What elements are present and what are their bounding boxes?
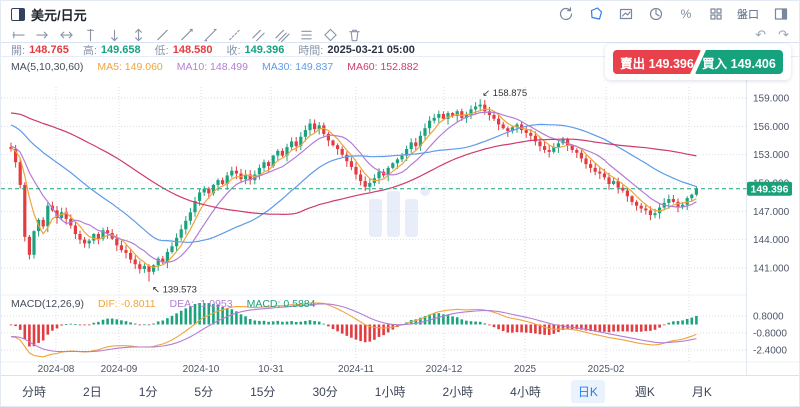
ma-legend-item: MA30: 149.837: [261, 61, 334, 73]
time-value: 2025-03-21 05:00: [327, 43, 415, 56]
h-segment-icon[interactable]: [11, 28, 26, 42]
low-label: 低:: [154, 44, 169, 57]
timeframe-30分[interactable]: 30分: [312, 384, 338, 399]
sell-button[interactable]: 賣出 149.396: [613, 50, 701, 74]
open-label: 開:: [11, 44, 26, 57]
x-axis-label: 10-31: [258, 364, 284, 375]
pattern-brush-icon[interactable]: [299, 28, 314, 42]
timeframe-4小時[interactable]: 4小時: [510, 384, 541, 399]
draw-polygon-icon[interactable]: [587, 6, 604, 23]
svg-text:-0.8000: -0.8000: [753, 328, 787, 339]
x-axis-label: 2024-11: [338, 364, 374, 375]
ma-legend: MA(5,10,30,60) MA5: 149.060 MA10: 148.499…: [11, 61, 418, 73]
countdown-icon[interactable]: [647, 6, 664, 23]
instrument-icon: [11, 7, 25, 21]
buy-button[interactable]: 買入 149.406: [695, 50, 783, 74]
timeframe-分時[interactable]: 分時: [22, 384, 47, 399]
ohlc-info-bar: 開: 148.765 高: 149.658 低: 148.580 收: 149.…: [1, 42, 799, 57]
extended-line-icon[interactable]: [203, 28, 218, 42]
v-segment-icon[interactable]: [83, 28, 98, 42]
h-arrow-icon[interactable]: [35, 28, 50, 42]
x-axis-label: 2024-10: [183, 364, 220, 375]
timeframe-bar: 分時 2日 1分 5分 15分 30分 1小時 2小時 4小時 日K 週K 月K: [1, 375, 799, 406]
dotted-trend-icon[interactable]: [227, 28, 242, 42]
macd-legend-item: MACD: 0.5884: [246, 298, 316, 310]
drawing-toolbar: ↶ ↷: [1, 27, 799, 42]
side-panel-icon[interactable]: [772, 6, 789, 23]
drawing-tools: [11, 28, 362, 42]
ma-legend-title: MA(5,10,30,60): [11, 61, 84, 73]
svg-text:%: %: [680, 7, 691, 21]
timeframe-1分[interactable]: 1分: [138, 384, 158, 399]
ray-line-icon[interactable]: [179, 28, 194, 42]
parallel-channel-icon[interactable]: [275, 28, 290, 42]
ma-legend-item: MA10: 148.499: [176, 61, 248, 73]
h-double-arrow-icon[interactable]: [59, 28, 74, 42]
current-price-badge: 149.396: [751, 184, 789, 196]
svg-text:-2.4000: -2.4000: [753, 345, 787, 356]
svg-text:156.000: 156.000: [753, 122, 790, 133]
time-label: 時間:: [298, 44, 324, 57]
top-bar: 美元/日元 % 盤口: [1, 1, 799, 27]
svg-text:153.000: 153.000: [753, 150, 790, 161]
high-label: 高:: [82, 44, 97, 57]
low-value: 148.580: [172, 43, 213, 56]
multi-chart-icon[interactable]: [707, 6, 724, 23]
x-axis-label: 2025: [514, 364, 537, 375]
ma-legend-item: MA5: 149.060: [97, 61, 163, 73]
svg-text:147.000: 147.000: [753, 207, 790, 218]
redo-icon[interactable]: ↷: [778, 27, 789, 42]
timeframe-日K[interactable]: 日K: [570, 379, 605, 403]
low-annotation: ↖ 139.573: [152, 284, 197, 295]
top-icon-group: % 盤口: [557, 6, 789, 23]
timeframe-15分[interactable]: 15分: [250, 384, 276, 399]
macd-legend-title: MACD(12,26,9): [11, 298, 84, 310]
timeframe-5分[interactable]: 5分: [194, 384, 214, 399]
high-value: 149.658: [100, 43, 141, 56]
svg-text:159.000: 159.000: [753, 94, 790, 105]
open-value: 148.765: [29, 43, 69, 56]
close-value: 149.396: [244, 43, 285, 56]
trash-icon[interactable]: [347, 28, 362, 42]
x-axis-label: 2024-09: [101, 364, 138, 375]
macd-legend-item: DIF: -0.8011: [97, 298, 156, 310]
timeframe-2小時[interactable]: 2小時: [442, 384, 474, 399]
macd-legend: MACD(12,26,9) DIF: -0.8011 DEA: -1.0953 MA…: [11, 298, 315, 310]
v-arrow-icon[interactable]: [107, 28, 122, 42]
v-double-arrow-icon[interactable]: [131, 28, 146, 42]
trade-panel: 賣出 149.396 買入 149.406: [605, 44, 791, 80]
svg-text:141.000: 141.000: [753, 264, 790, 275]
svg-text:144.000: 144.000: [753, 235, 790, 246]
macd-legend-items: DIF: -0.8011 DEA: -1.0953 MACD: 0.5884: [98, 298, 316, 310]
eraser-icon[interactable]: [323, 28, 338, 42]
timeframe-月K[interactable]: 月K: [691, 384, 712, 399]
ma-legend-items: MA5: 149.060 MA10: 148.499 MA30: 149.837 MA…: [97, 61, 418, 73]
macd-legend-item: DEA: -1.0953: [169, 298, 233, 310]
page-title: 美元/日元: [31, 7, 87, 23]
svg-text:0.8000: 0.8000: [753, 312, 784, 323]
x-axis-label: 2024-12: [426, 364, 463, 375]
parallel-lines-icon[interactable]: [251, 28, 266, 42]
timeframe-週K[interactable]: 週K: [634, 384, 655, 399]
panel-toggle-label[interactable]: 盤口: [737, 9, 759, 21]
refresh-icon[interactable]: [557, 6, 574, 23]
percent-icon[interactable]: %: [677, 6, 694, 23]
timeframe-2日[interactable]: 2日: [83, 384, 102, 399]
close-label: 收:: [226, 44, 241, 57]
x-axis-label: 2025-02: [588, 364, 625, 375]
undo-redo-group: ↶ ↷: [755, 28, 789, 41]
screenshot-icon[interactable]: [617, 6, 634, 23]
x-axis-label: 2024-08: [38, 364, 75, 375]
timeframe-1小時[interactable]: 1小時: [374, 384, 406, 399]
high-annotation: ↙ 158.875: [482, 88, 527, 99]
undo-icon[interactable]: ↶: [755, 27, 767, 42]
trend-line-icon[interactable]: [155, 28, 170, 42]
ma-legend-item: MA60: 152.882: [347, 61, 419, 73]
